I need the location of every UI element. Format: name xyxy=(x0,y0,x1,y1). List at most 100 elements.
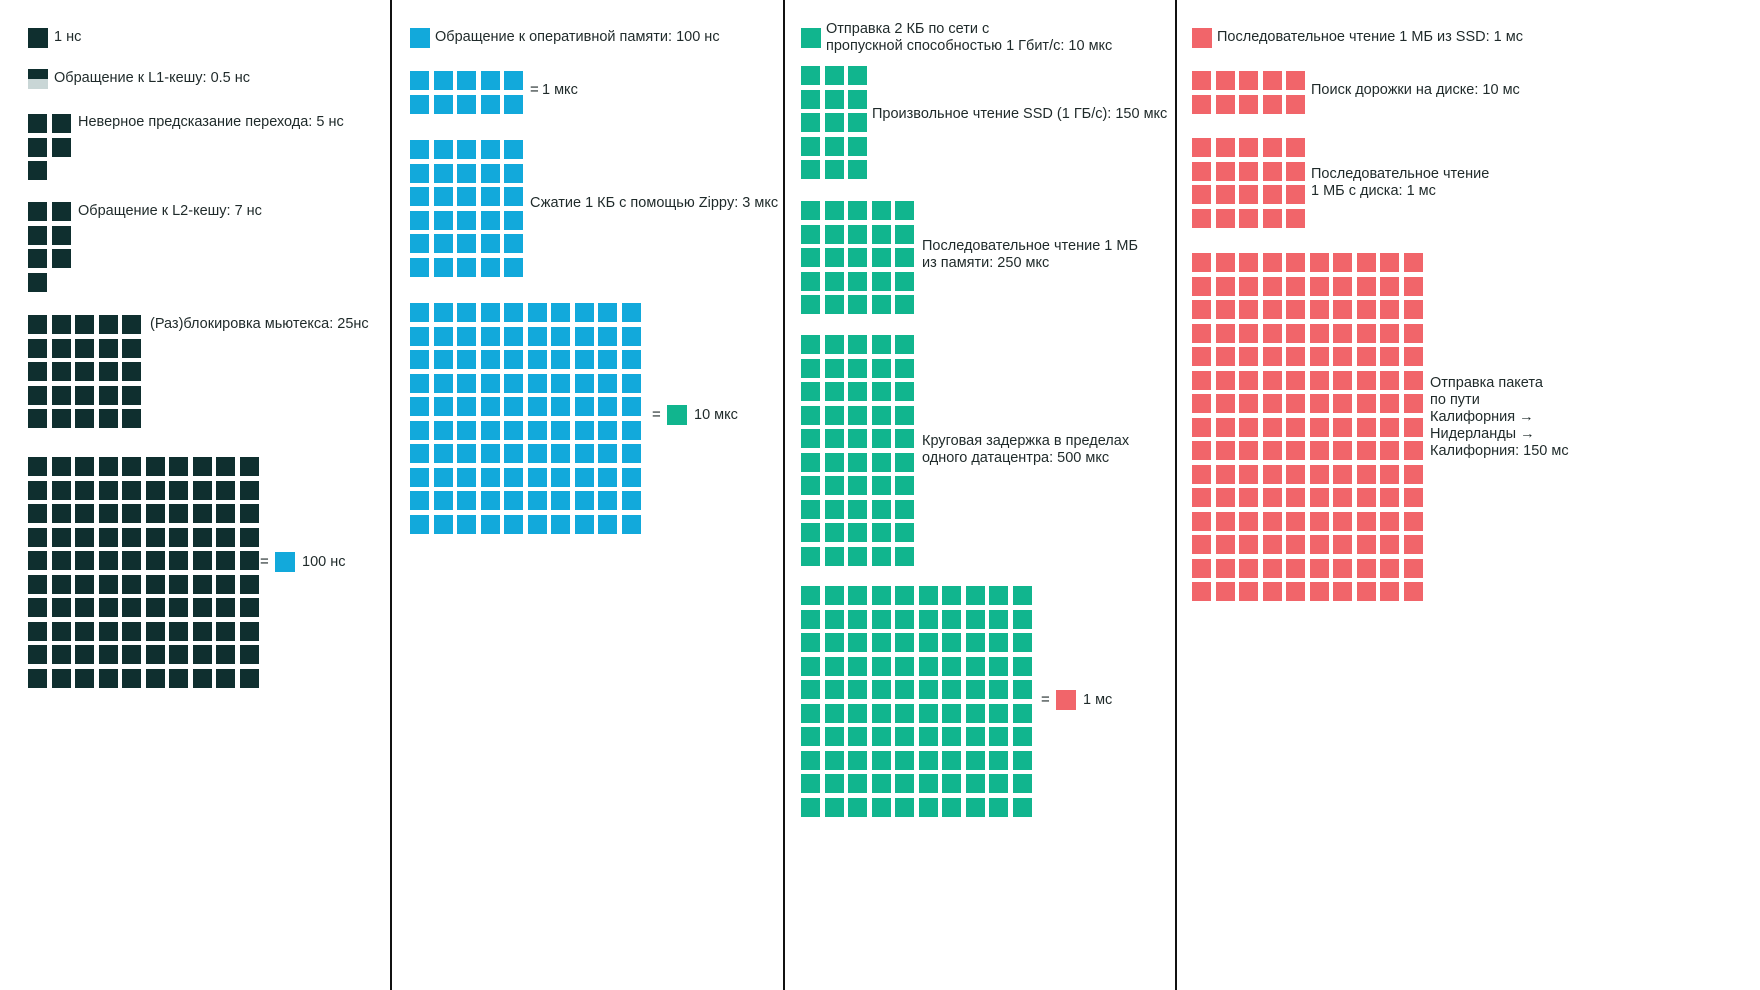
unit-square xyxy=(28,315,47,334)
unit-square xyxy=(621,397,641,416)
unit-square xyxy=(1286,441,1305,460)
unit-square xyxy=(457,234,476,253)
unit-square xyxy=(1286,323,1305,343)
unit-square xyxy=(504,71,523,90)
unit-square xyxy=(1333,441,1352,460)
unit-square xyxy=(574,514,594,534)
unit-square xyxy=(1012,586,1032,605)
unit-square xyxy=(169,527,188,547)
unit-square xyxy=(51,114,71,133)
unit-square xyxy=(98,621,118,641)
unit-square xyxy=(989,774,1008,793)
unit-square xyxy=(1215,558,1235,578)
unit-square xyxy=(480,163,500,183)
unit-square xyxy=(895,546,914,566)
unit-square xyxy=(98,409,118,428)
unit-square xyxy=(824,66,844,85)
unit-square xyxy=(801,727,820,746)
unit-square xyxy=(457,350,476,369)
unit-square xyxy=(145,668,165,688)
ssd-seq-legend-square xyxy=(1192,28,1212,48)
unit-square xyxy=(801,656,820,676)
unit-square xyxy=(1262,71,1282,90)
mutex-label: (Раз)блокировка мьютекса: 25нс xyxy=(150,316,369,332)
unit-square xyxy=(1356,464,1376,484)
unit-square xyxy=(122,668,141,688)
unit-square xyxy=(1356,417,1376,437)
unit-square xyxy=(824,335,844,354)
unit-square xyxy=(1309,441,1329,460)
unit-square xyxy=(457,303,476,322)
unit-square xyxy=(1262,535,1282,554)
unit-square xyxy=(848,295,867,314)
unit-square xyxy=(801,160,820,179)
unit-square xyxy=(122,362,141,381)
unit-square xyxy=(871,774,891,793)
unit-square xyxy=(1192,394,1211,413)
unit-square xyxy=(1309,535,1329,554)
unit-square xyxy=(28,598,47,617)
unit-square xyxy=(895,656,914,676)
unit-square xyxy=(480,71,500,90)
unit-square xyxy=(598,397,617,416)
unit-square xyxy=(1262,347,1282,366)
unit-square xyxy=(98,551,118,570)
unit-square xyxy=(1380,464,1399,484)
unit-square xyxy=(1215,138,1235,157)
unit-square xyxy=(895,224,914,244)
unit-square xyxy=(1356,347,1376,366)
unit-square xyxy=(1380,441,1399,460)
unit-square xyxy=(824,750,844,770)
zippy-label: Сжатие 1 КБ с помощью Zippy: 3 мкс xyxy=(530,195,779,211)
disk-read-label: Последовательное чтение 1 МБ с диска: 1 м… xyxy=(1311,166,1489,200)
unit-square xyxy=(51,621,71,641)
unit-square xyxy=(989,656,1008,676)
unit-square xyxy=(1239,347,1258,366)
unit-square xyxy=(1215,208,1235,228)
unit-square xyxy=(145,598,165,617)
unit-square xyxy=(871,224,891,244)
unit-square xyxy=(28,409,47,428)
unit-square xyxy=(28,527,47,547)
unit-square xyxy=(433,420,453,440)
unit-square xyxy=(480,350,500,369)
unit-square xyxy=(169,504,188,523)
unit-square xyxy=(1262,208,1282,228)
unit-square xyxy=(527,467,547,487)
unit-square xyxy=(527,350,547,369)
unit-square xyxy=(848,774,867,793)
unit-square xyxy=(1192,276,1211,296)
unit-square xyxy=(1262,323,1282,343)
half-unit-square xyxy=(28,69,48,89)
unit-square xyxy=(122,385,141,405)
unit-square xyxy=(239,480,259,500)
unit-square xyxy=(1356,582,1376,601)
unit-square xyxy=(848,656,867,676)
unit-square xyxy=(824,586,844,605)
unit-square xyxy=(965,750,985,770)
unit-square xyxy=(1262,441,1282,460)
unit-square xyxy=(433,397,453,416)
unit-square xyxy=(75,527,94,547)
unit-square xyxy=(192,527,212,547)
network-legend-label-line: пропускной способностью 1 Гбит/с: 10 мкс xyxy=(826,38,1113,54)
disk-read-label-line: 1 МБ с диска: 1 мс xyxy=(1311,183,1436,199)
unit-square xyxy=(965,680,985,699)
unit-square xyxy=(480,326,500,346)
unit-square xyxy=(824,727,844,746)
unit-square xyxy=(1262,253,1282,272)
unit-square xyxy=(574,303,594,322)
unit-square xyxy=(621,326,641,346)
ca-nl-packet-label-line: по пути xyxy=(1430,392,1480,408)
unit-square xyxy=(480,514,500,534)
unit-square xyxy=(1239,582,1258,601)
unit-square xyxy=(1215,161,1235,181)
unit-square xyxy=(28,272,47,292)
unit-square xyxy=(1286,511,1305,531)
unit-square xyxy=(75,551,94,570)
unit-square xyxy=(801,248,820,267)
unit-square xyxy=(192,480,212,500)
unit-square xyxy=(1403,535,1423,554)
unit-square xyxy=(848,271,867,291)
